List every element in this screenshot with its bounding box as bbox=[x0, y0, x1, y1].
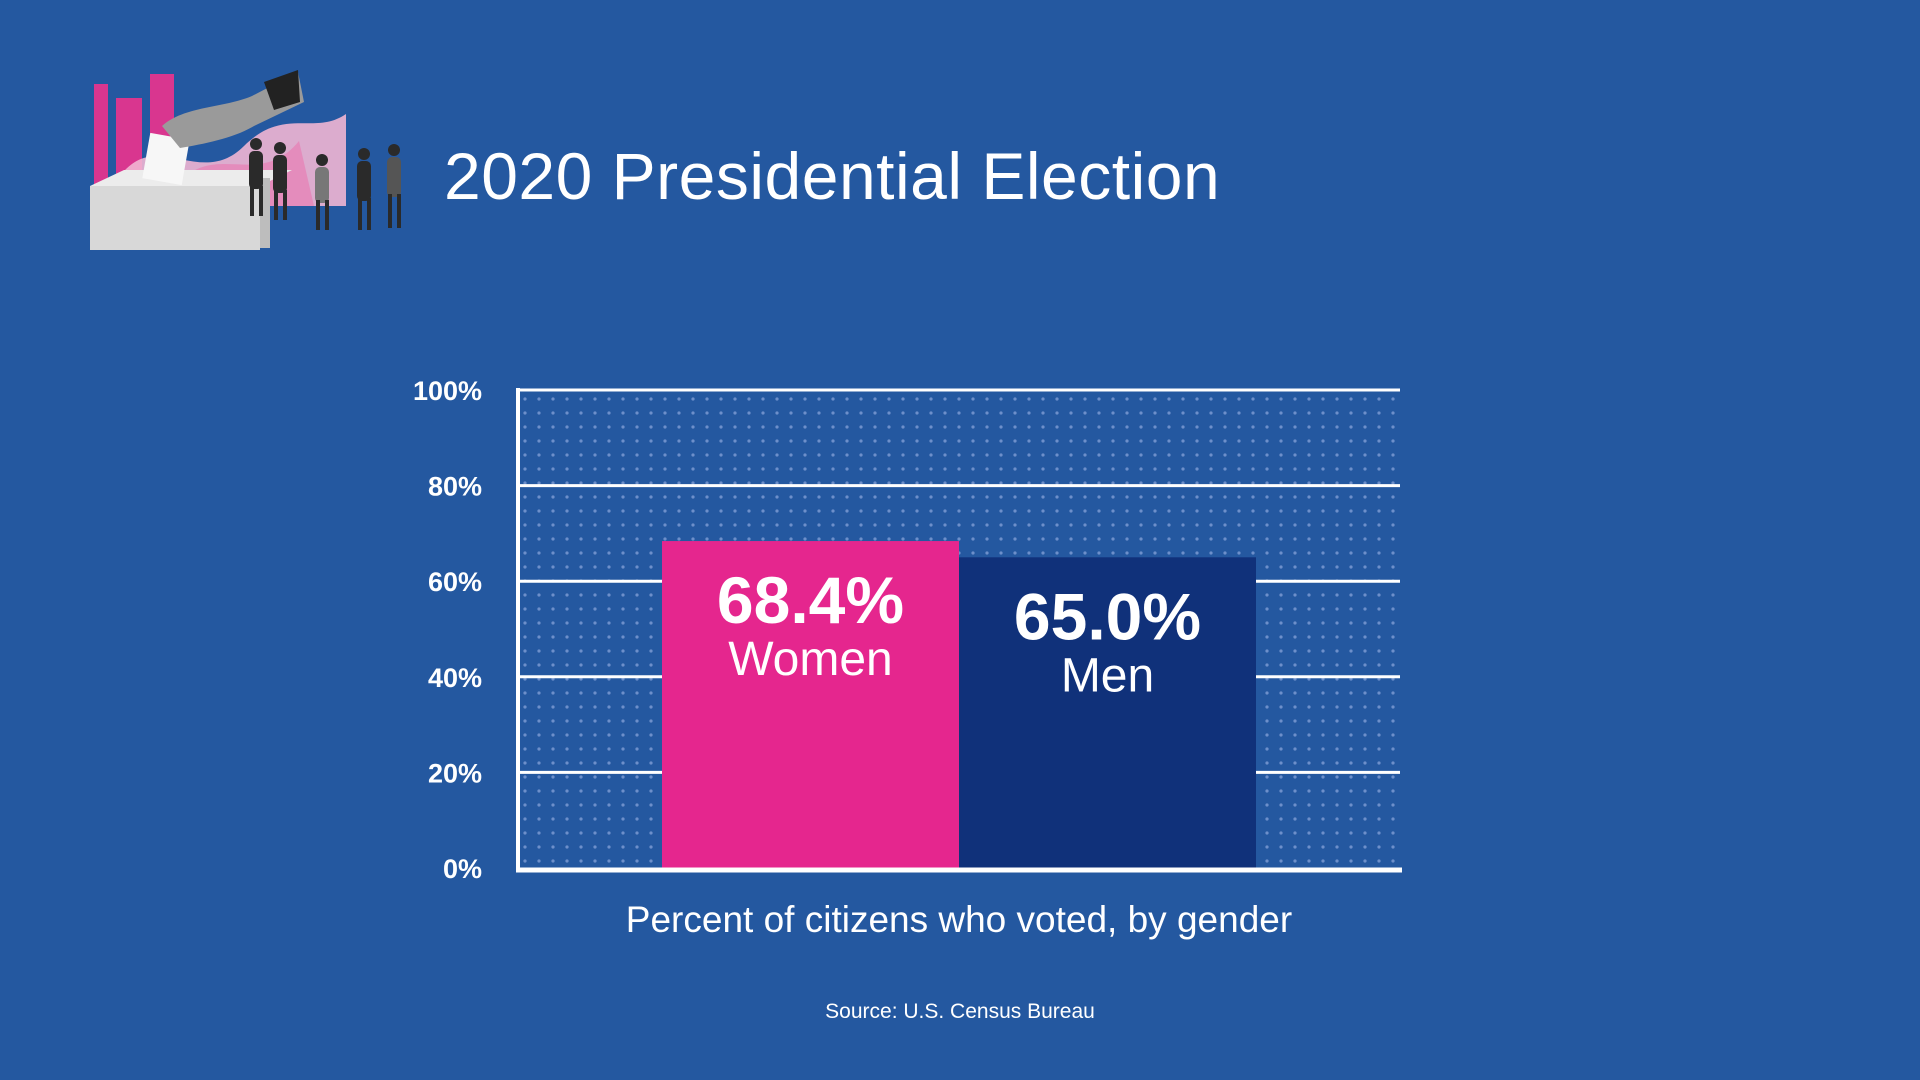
y-tick-label: 20% bbox=[428, 758, 482, 788]
data-label-value: 68.4% bbox=[717, 563, 904, 637]
y-axis-ticks: 0% 20% 40% 60% 80% 100% bbox=[413, 376, 482, 884]
category-label: Men bbox=[1061, 649, 1154, 702]
category-label: Women bbox=[728, 633, 893, 686]
y-tick-label: 100% bbox=[413, 376, 482, 406]
y-tick-label: 80% bbox=[428, 472, 482, 502]
page-title: 2020 Presidential Election bbox=[444, 139, 1221, 213]
bars: 68.4%Women 65.0%Men bbox=[662, 541, 1256, 868]
y-tick-label: 60% bbox=[428, 567, 482, 597]
data-label-value: 65.0% bbox=[1014, 579, 1201, 653]
ballot-box-voters-illustration-icon bbox=[90, 70, 401, 250]
x-axis-label: Percent of citizens who voted, by gender bbox=[626, 899, 1292, 940]
bar-men bbox=[959, 557, 1256, 868]
y-tick-label: 40% bbox=[428, 663, 482, 693]
bar-women bbox=[662, 541, 959, 868]
source-note: Source: U.S. Census Bureau bbox=[825, 1000, 1095, 1023]
y-tick-label: 0% bbox=[443, 854, 482, 884]
